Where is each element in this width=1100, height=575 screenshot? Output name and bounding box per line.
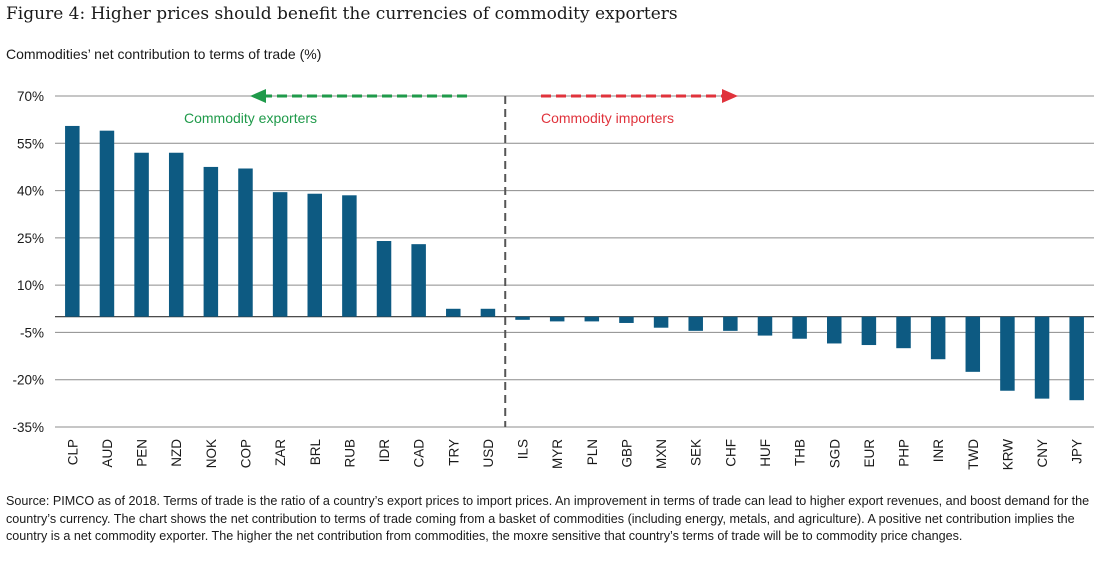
x-tick-label: CAD: [412, 439, 427, 468]
x-tick-label: MXN: [654, 439, 669, 469]
bar-usd: [480, 308, 496, 317]
bar-gbp: [619, 316, 634, 323]
x-tick-label: RUB: [342, 439, 357, 468]
bar-sgd: [827, 316, 842, 344]
bar-php: [896, 316, 911, 349]
bar-huf: [757, 316, 773, 336]
x-tick-label: SEK: [689, 439, 704, 466]
x-tick-label: CNY: [1035, 439, 1050, 468]
x-tick-label: CHF: [723, 439, 738, 467]
x-tick-label: EUR: [862, 439, 877, 468]
bar-cop: [238, 168, 253, 317]
bar-pln: [584, 316, 600, 322]
x-tick-label: PHP: [897, 439, 912, 467]
source-note: Source: PIMCO as of 2018. Terms of trade…: [6, 494, 1090, 543]
x-tick-label: ILS: [516, 439, 531, 459]
x-tick-label: AUD: [100, 439, 115, 468]
x-tick-label: NOK: [204, 439, 219, 468]
exporters-arrow-head: [250, 89, 266, 103]
x-tick-label: CLP: [65, 439, 80, 465]
bar-mxn: [653, 316, 669, 328]
x-tick-label: PEN: [135, 439, 150, 467]
bar-thb: [792, 316, 807, 339]
x-tick-label: COP: [238, 439, 253, 468]
x-axis-categories: CLP AUD PEN NZD NOK COP ZAR BRL RUB IDR CAD TRY USD I…: [65, 439, 1084, 471]
x-tick-label: IDR: [377, 439, 392, 463]
x-tick-label: SGD: [827, 439, 842, 469]
bar-inr: [930, 316, 946, 360]
x-tick-label: JPY: [1070, 439, 1085, 464]
bar-nzd: [168, 152, 184, 317]
chart-title: Figure 4: Higher prices should benefit t…: [6, 4, 678, 24]
bar-cad: [411, 244, 426, 317]
bar-myr: [549, 316, 565, 322]
bar-sek: [688, 316, 703, 331]
x-tick-label: PLN: [585, 439, 600, 465]
x-tick-label: GBP: [619, 439, 634, 468]
x-tick-label: KRW: [1000, 439, 1015, 471]
y-tick-label: 10%: [17, 278, 44, 293]
exporters-label: Commodity exporters: [184, 110, 317, 126]
bar-zar: [272, 192, 288, 317]
x-tick-label: ZAR: [273, 439, 288, 466]
y-tick-label: 55%: [17, 136, 44, 151]
bar-aud: [99, 130, 115, 317]
bar-chart: 70% 55% 40% 25% 10% -5% -20% -35% CLP AUD PEN NZD N…: [12, 89, 1094, 471]
x-tick-label: MYR: [550, 439, 565, 469]
x-tick-label: THB: [793, 439, 808, 466]
y-axis-ticks: 70% 55% 40% 25% 10% -5% -20% -35%: [12, 89, 44, 435]
importers-arrow-head: [722, 89, 738, 103]
y-tick-label: -5%: [20, 325, 44, 340]
y-tick-label: -35%: [12, 420, 44, 435]
x-tick-label: TRY: [446, 439, 461, 466]
bar-chf: [723, 316, 738, 331]
bar-idr: [376, 241, 392, 317]
x-tick-label: HUF: [758, 439, 773, 467]
y-axis-label: Commodities’ net contribution to terms o…: [6, 46, 322, 62]
bar-brl: [307, 193, 322, 317]
bar-try: [446, 308, 461, 317]
bar-cny: [1034, 316, 1050, 399]
x-tick-label: BRL: [308, 439, 323, 466]
bar-krw: [1000, 316, 1015, 391]
importers-label: Commodity importers: [541, 110, 674, 126]
x-tick-label: TWD: [966, 439, 981, 470]
bars: [65, 125, 1084, 401]
x-tick-label: USD: [481, 439, 496, 468]
bar-twd: [965, 316, 981, 372]
bar-pen: [134, 152, 149, 317]
bar-clp: [65, 125, 80, 317]
bar-rub: [342, 195, 357, 317]
gridlines: [55, 95, 1094, 428]
y-tick-label: -20%: [12, 373, 44, 388]
y-tick-label: 25%: [17, 231, 44, 246]
x-tick-label: NZD: [169, 439, 184, 467]
bar-nok: [203, 166, 219, 317]
bar-ils: [515, 316, 530, 320]
x-tick-label: INR: [931, 439, 946, 463]
y-tick-label: 70%: [17, 89, 44, 104]
bar-eur: [861, 316, 877, 346]
bar-jpy: [1069, 316, 1084, 401]
annotations: Commodity exporters Commodity importers: [184, 89, 738, 427]
y-tick-label: 40%: [17, 184, 44, 199]
